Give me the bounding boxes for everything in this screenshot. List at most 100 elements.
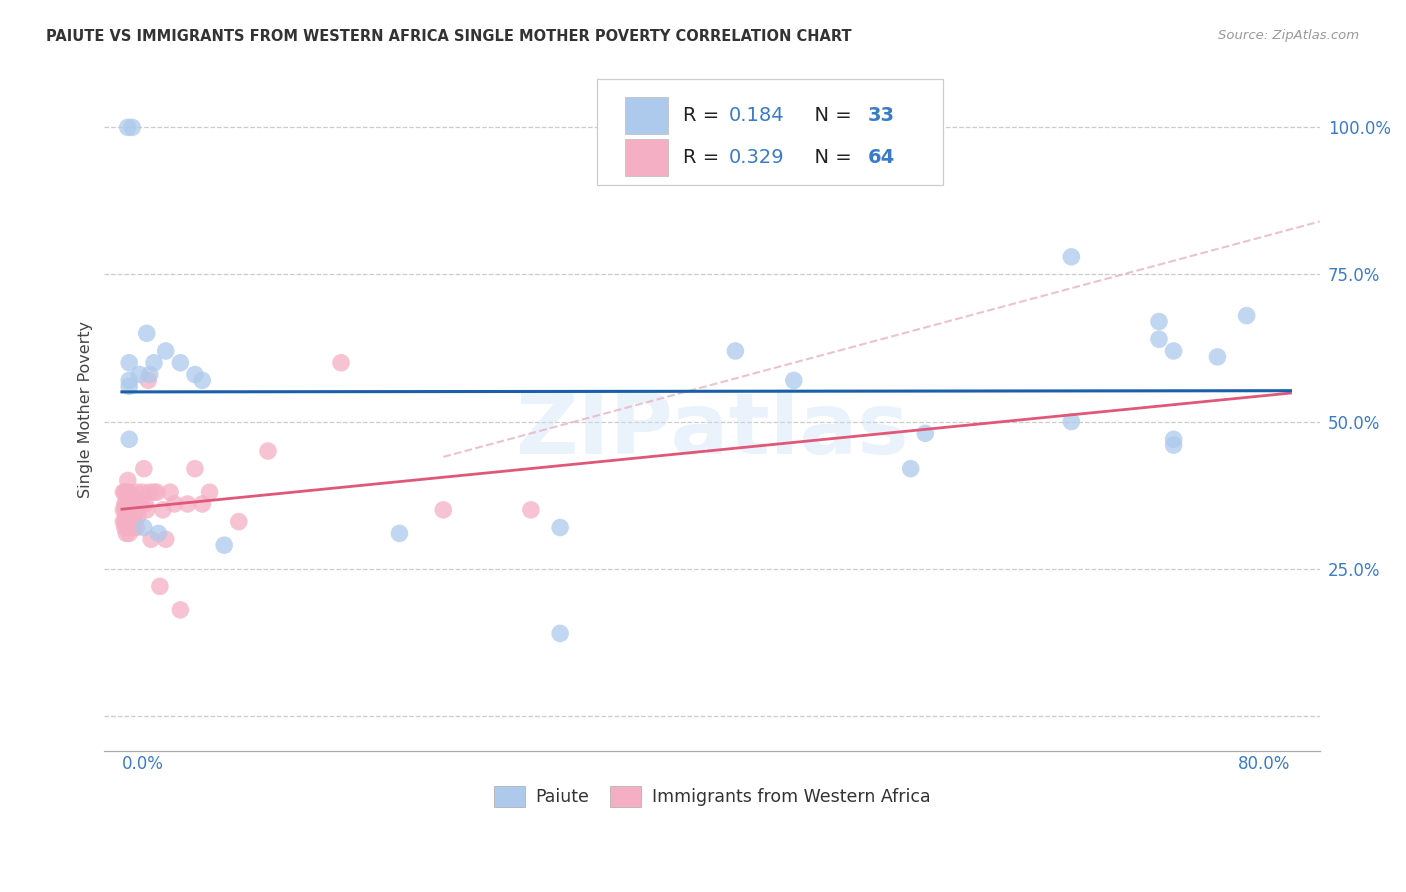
Point: [914, 426, 936, 441]
Point: [783, 373, 806, 387]
Text: Source: ZipAtlas.com: Source: ZipAtlas.com: [1219, 29, 1360, 43]
Point: [191, 373, 214, 387]
Point: [121, 515, 143, 529]
Point: [169, 603, 191, 617]
Point: [212, 538, 235, 552]
Point: [115, 515, 138, 529]
Point: [1163, 438, 1185, 452]
Point: [135, 503, 157, 517]
Point: [184, 461, 207, 475]
Point: [132, 461, 155, 475]
Point: [520, 503, 543, 517]
Point: [1147, 314, 1170, 328]
Point: [118, 356, 141, 370]
Point: [115, 526, 138, 541]
Point: [125, 520, 148, 534]
Point: [115, 485, 138, 500]
Point: [1060, 250, 1083, 264]
Point: [1206, 350, 1229, 364]
Point: [330, 356, 353, 370]
Point: [115, 503, 138, 517]
Point: [135, 326, 157, 341]
Point: [152, 503, 174, 517]
Point: [146, 485, 169, 500]
Point: [114, 520, 136, 534]
Text: 64: 64: [868, 148, 894, 167]
Point: [120, 503, 142, 517]
Point: [432, 503, 454, 517]
Point: [548, 626, 571, 640]
Y-axis label: Single Mother Poverty: Single Mother Poverty: [79, 321, 93, 499]
Point: [112, 503, 135, 517]
Point: [176, 497, 198, 511]
Point: [548, 520, 571, 534]
Text: 0.184: 0.184: [730, 105, 785, 125]
Point: [724, 343, 747, 358]
Point: [118, 515, 141, 529]
Text: PAIUTE VS IMMIGRANTS FROM WESTERN AFRICA SINGLE MOTHER POVERTY CORRELATION CHART: PAIUTE VS IMMIGRANTS FROM WESTERN AFRICA…: [46, 29, 852, 45]
Text: 0.329: 0.329: [730, 148, 785, 167]
FancyBboxPatch shape: [596, 78, 943, 185]
Legend: Paiute, Immigrants from Western Africa: Paiute, Immigrants from Western Africa: [486, 779, 938, 814]
Point: [163, 497, 186, 511]
Point: [114, 497, 136, 511]
Text: N =: N =: [801, 105, 858, 125]
Point: [118, 379, 141, 393]
Point: [169, 356, 191, 370]
Point: [114, 503, 136, 517]
Text: R =: R =: [683, 105, 725, 125]
Point: [1163, 432, 1185, 446]
Point: [118, 432, 141, 446]
Point: [125, 503, 148, 517]
Point: [117, 520, 139, 534]
Point: [134, 497, 156, 511]
Point: [900, 461, 922, 475]
Point: [121, 120, 143, 135]
Point: [139, 533, 162, 547]
Point: [388, 526, 411, 541]
Text: 33: 33: [868, 105, 894, 125]
Text: 0.0%: 0.0%: [122, 755, 163, 772]
Point: [159, 485, 181, 500]
Point: [117, 485, 139, 500]
Point: [122, 491, 145, 505]
Text: N =: N =: [801, 148, 858, 167]
Point: [138, 485, 160, 500]
Point: [128, 497, 150, 511]
Point: [155, 343, 177, 358]
Point: [118, 497, 141, 511]
Point: [1147, 332, 1170, 346]
Point: [118, 503, 141, 517]
Point: [198, 485, 221, 500]
Point: [149, 579, 172, 593]
Point: [120, 491, 142, 505]
Point: [127, 508, 149, 523]
Point: [118, 526, 141, 541]
Point: [117, 515, 139, 529]
Point: [122, 520, 145, 534]
Point: [184, 368, 207, 382]
Point: [191, 497, 214, 511]
Point: [155, 533, 177, 547]
Point: [131, 485, 153, 500]
Point: [122, 508, 145, 523]
Point: [1236, 309, 1258, 323]
Point: [1163, 343, 1185, 358]
FancyBboxPatch shape: [624, 96, 668, 134]
Point: [138, 368, 160, 382]
Point: [1060, 415, 1083, 429]
Point: [114, 515, 136, 529]
Point: [112, 515, 135, 529]
Point: [148, 526, 170, 541]
Text: 80.0%: 80.0%: [1239, 755, 1291, 772]
Point: [125, 485, 148, 500]
Point: [112, 485, 135, 500]
Point: [128, 368, 150, 382]
Point: [117, 120, 139, 135]
Point: [118, 373, 141, 387]
Point: [121, 497, 143, 511]
Point: [124, 497, 146, 511]
Point: [120, 520, 142, 534]
Point: [129, 497, 152, 511]
Point: [257, 444, 280, 458]
